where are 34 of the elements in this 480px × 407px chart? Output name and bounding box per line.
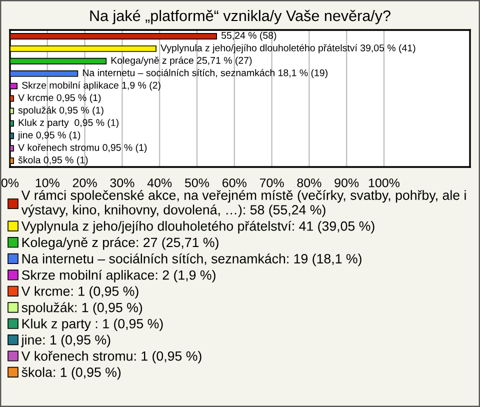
data-label: jine 0,95 % (1) bbox=[18, 131, 80, 140]
data-label: 55,24 % (58) bbox=[221, 32, 276, 41]
data-label: škola 0,95 % (1) bbox=[18, 156, 88, 166]
data-label: V krcme 0,95 % (1) bbox=[18, 94, 101, 104]
data-label: Na internetu – sociálních sítích, seznamkách 18,1 % (19) bbox=[82, 69, 328, 78]
legend-label: Skrze mobilní aplikace: 2 (1,9 %) bbox=[22, 270, 216, 282]
chart-title: Na jaké „platformě“ vznikla/y Vaše nevěra/y? bbox=[90, 10, 390, 24]
x-tick-label: 20% bbox=[72, 178, 97, 188]
data-label: spolužák 0,95 % (1) bbox=[18, 106, 104, 116]
data-label: Kolega/yně z práce 25,71 % (27) bbox=[111, 56, 252, 66]
x-tick-label: 40% bbox=[147, 178, 172, 188]
x-tick-label: 10% bbox=[36, 178, 60, 188]
x-tick-label: 60% bbox=[222, 178, 246, 188]
x-tick-label: 80% bbox=[297, 178, 322, 188]
x-tick-label: 30% bbox=[110, 178, 134, 188]
legend-label: škola: 1 (0,95 %) bbox=[22, 367, 121, 380]
x-tick-label: 0% bbox=[1, 178, 19, 188]
data-label: V kořenech stromu 0,95 % (1) bbox=[18, 144, 147, 153]
x-tick-label: 50% bbox=[184, 178, 210, 188]
legend-label: Kluk z party : 1 (0,95 %) bbox=[22, 318, 163, 332]
legend-label: Kolega/yně z práce: 27 (25,71 %) bbox=[22, 237, 218, 250]
legend-label: Vyplynula z jeho/jejího dlouholetého přátelství: 41 (39,05 %) bbox=[21, 220, 374, 234]
x-tick-label: 70% bbox=[260, 178, 284, 188]
legend-label: jine: 1 (0,95 %) bbox=[21, 334, 110, 348]
legend-label: V krcme: 1 (0,95 %) bbox=[21, 286, 138, 299]
legend-label: Na internetu – sociálních sítích, seznamkách: 19 (18,1 %) bbox=[22, 254, 362, 266]
data-label: Vyplynula z jeho/jejího dlouholetého přátelství 39,05 % (41) bbox=[160, 44, 416, 54]
legend-label: V rámci společenské akce, na veřejném místě (večírky, svatby, pohřby, ale i výstavy, kino, knihovny, dovolená, …): 58 (55,24 %) bbox=[21, 190, 466, 218]
x-tick-label: 90% bbox=[334, 178, 359, 188]
legend-label: spolužák: 1 (0,95 %) bbox=[22, 302, 142, 315]
data-label: Kluk z party 0,95 % (1) bbox=[18, 118, 118, 128]
data-label: Skrze mobilní aplikace 1,9 % (2) bbox=[22, 81, 160, 91]
legend-label: V kořenech stromu: 1 (0,95 %) bbox=[21, 350, 202, 364]
x-tick-label: 100% bbox=[368, 178, 400, 188]
